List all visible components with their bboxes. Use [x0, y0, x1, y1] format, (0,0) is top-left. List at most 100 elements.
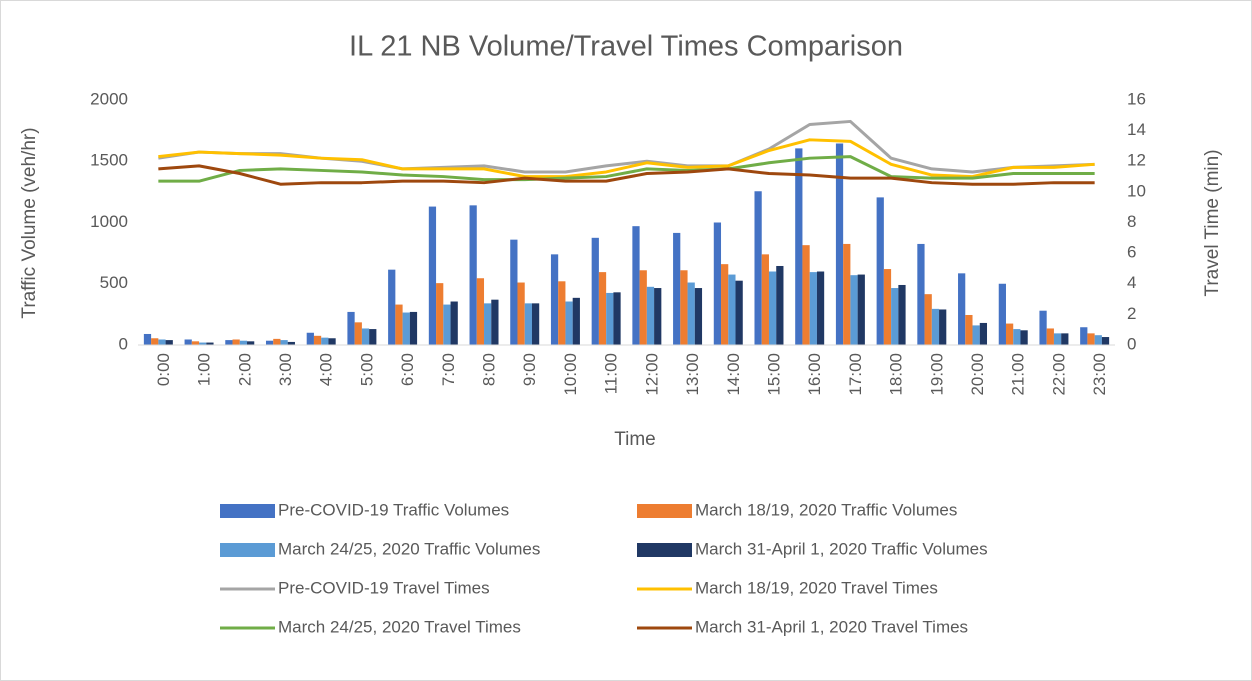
bar — [395, 304, 403, 345]
bar — [721, 264, 729, 345]
x-tick-label: 13:00 — [683, 353, 702, 396]
x-tick-label: 2:00 — [235, 353, 254, 386]
bar — [673, 232, 681, 345]
y-tick-label: 500 — [100, 273, 128, 292]
bar — [972, 325, 980, 345]
bar — [273, 338, 281, 345]
legend-label: March 18/19, 2020 Travel Times — [695, 578, 938, 597]
y2-tick-label: 12 — [1127, 151, 1146, 170]
bar — [247, 341, 255, 345]
bar — [1094, 335, 1102, 345]
line-series — [158, 138, 1095, 179]
y-axis-title: Traffic Volume (veh/hr) — [19, 127, 40, 318]
y2-axis-title: Travel Time (min) — [1202, 149, 1223, 296]
y2-tick-label: 10 — [1127, 181, 1146, 200]
bar — [151, 338, 159, 345]
bar — [850, 275, 858, 345]
bar — [143, 333, 152, 345]
bar — [898, 284, 906, 345]
y-tick-label: 2000 — [90, 89, 128, 108]
legend-label: March 31-April 1, 2020 Travel Times — [695, 617, 968, 636]
bar — [306, 332, 314, 345]
y2-tick-label: 4 — [1127, 273, 1136, 292]
bar — [632, 226, 640, 345]
x-tick-label: 7:00 — [439, 353, 458, 386]
bar — [469, 205, 477, 345]
bar — [917, 243, 925, 345]
bar — [713, 222, 722, 345]
y-tick-label: 0 — [119, 334, 128, 353]
y2-tick-label: 2 — [1127, 304, 1136, 323]
x-tick-label: 18:00 — [887, 353, 906, 396]
bar — [998, 283, 1006, 345]
bar — [687, 282, 695, 345]
legend-label: March 24/25, 2020 Travel Times — [278, 617, 521, 636]
bar — [328, 338, 336, 345]
y2-tick-label: 8 — [1127, 212, 1136, 231]
bar — [795, 148, 803, 345]
bar — [225, 340, 233, 345]
x-tick-label: 23:00 — [1090, 353, 1109, 396]
bar — [1080, 327, 1088, 345]
legend-label: March 18/19, 2020 Traffic Volumes — [695, 500, 957, 519]
x-tick-label: 14:00 — [724, 353, 743, 396]
bar — [965, 314, 973, 345]
bar — [1005, 323, 1014, 345]
bar — [639, 270, 647, 345]
legend-label: Pre-COVID-19 Travel Times — [278, 578, 490, 597]
bar — [958, 273, 966, 345]
bar — [802, 245, 810, 345]
x-tick-label: 5:00 — [357, 353, 376, 386]
bar — [565, 301, 573, 345]
bar — [1039, 310, 1047, 345]
x-tick-label: 16:00 — [805, 353, 824, 396]
bar — [735, 280, 743, 345]
bar — [1061, 333, 1069, 345]
bar — [979, 322, 988, 345]
x-tick-label: 10:00 — [561, 353, 580, 396]
bar — [857, 274, 865, 345]
bar — [646, 286, 655, 345]
bar — [476, 278, 485, 345]
bar — [158, 339, 166, 345]
legend-swatch — [220, 504, 275, 518]
bar — [409, 311, 418, 345]
bar — [572, 297, 580, 345]
bar — [239, 340, 248, 345]
bar — [876, 197, 884, 345]
bar — [191, 341, 200, 345]
bar — [184, 339, 192, 345]
bar — [165, 340, 173, 345]
bar — [1101, 337, 1110, 345]
x-tick-label: 22:00 — [1049, 353, 1068, 396]
y2-tick-label: 0 — [1127, 334, 1136, 353]
bar — [591, 237, 599, 345]
bar — [287, 341, 295, 345]
legend-label: Pre-COVID-19 Traffic Volumes — [278, 500, 509, 519]
line-series — [158, 155, 1095, 183]
legend-swatch — [220, 543, 275, 557]
bar — [550, 254, 559, 345]
x-tick-label: 17:00 — [846, 353, 865, 396]
bar — [531, 303, 540, 345]
x-axis-title: Time — [614, 429, 656, 450]
bar — [754, 191, 762, 345]
bar — [809, 272, 817, 345]
x-tick-label: 19:00 — [927, 353, 946, 396]
chart-title: IL 21 NB Volume/Travel Times Comparison — [349, 31, 903, 63]
y2-tick-label: 14 — [1127, 120, 1146, 139]
x-tick-label: 4:00 — [317, 353, 336, 386]
bar — [524, 303, 532, 345]
bar — [835, 143, 844, 345]
bar — [654, 288, 662, 345]
bar — [843, 243, 851, 345]
bar — [883, 269, 892, 345]
bar — [280, 340, 288, 345]
x-tick-label: 3:00 — [276, 353, 295, 386]
bar — [613, 292, 621, 345]
x-tick-label: 21:00 — [1009, 353, 1028, 396]
x-tick-label: 9:00 — [520, 353, 539, 386]
x-tick-label: 15:00 — [764, 353, 783, 396]
legend-swatch — [637, 504, 692, 518]
bar — [232, 339, 240, 345]
